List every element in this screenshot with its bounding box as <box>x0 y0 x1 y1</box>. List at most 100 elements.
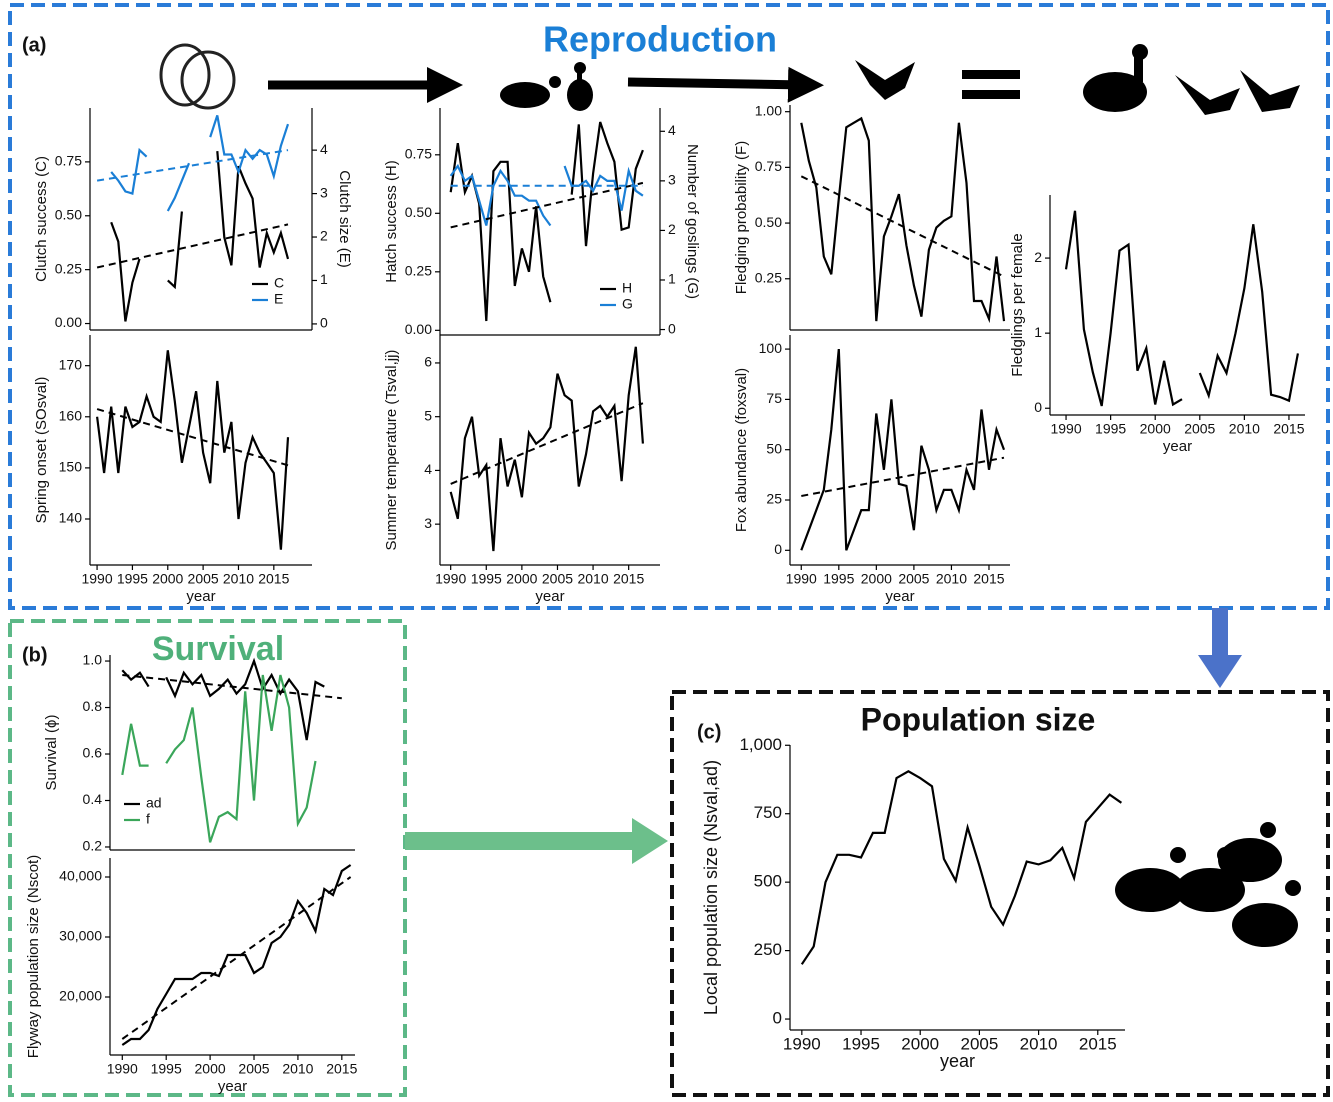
series-line <box>96 350 290 550</box>
heading: Reproduction <box>543 19 777 60</box>
x-tick-label: 2015 <box>1273 421 1304 437</box>
x-tick-label: 1995 <box>823 571 854 587</box>
y-tick-label: 0 <box>774 541 782 557</box>
panel-label: (c) <box>697 721 721 743</box>
x-tick-label: 2000 <box>152 571 183 587</box>
trend-line <box>96 223 289 269</box>
y-tick-label: 1.0 <box>83 652 103 668</box>
y-tick-label: 5 <box>424 407 432 423</box>
x-tick-label: 1990 <box>786 571 817 587</box>
panel-label: (b) <box>22 644 48 666</box>
series-line <box>121 657 325 741</box>
y-axis-label: Clutch success (C) <box>33 156 50 282</box>
y-axis-label: Fledglings per female <box>1009 233 1026 376</box>
trend-line <box>450 181 644 229</box>
y2-axis-label: Number of goslings (G) <box>684 144 701 299</box>
legend-label: C <box>274 275 284 291</box>
x-axis-label: year <box>885 588 914 605</box>
x-tick-label: 2000 <box>195 1061 226 1077</box>
y-tick-label: 25 <box>766 491 782 507</box>
y-tick-label: 750 <box>754 803 782 822</box>
y-tick-label: 250 <box>754 940 782 959</box>
y-tick-label: 0.25 <box>405 263 432 279</box>
trend-line <box>801 456 1005 497</box>
y-tick-label: 0.75 <box>55 153 82 169</box>
y-tick-label: 2 <box>1034 249 1042 265</box>
series-line <box>121 674 317 843</box>
y-tick-label: 0.2 <box>83 838 103 854</box>
y2-tick-label: 4 <box>668 122 676 138</box>
panel-b-frame <box>8 619 407 1097</box>
y2-tick-label: 3 <box>668 172 676 188</box>
x-axis-label: year <box>940 1051 975 1071</box>
series-line <box>449 346 644 552</box>
x-tick-label: 1995 <box>117 571 148 587</box>
trend-line <box>96 408 289 467</box>
y-tick-label: 1,000 <box>739 735 782 754</box>
x-tick-label: 2015 <box>326 1061 357 1077</box>
y2-tick-label: 2 <box>668 221 676 237</box>
y-tick-label: 0.4 <box>83 791 103 807</box>
x-axis-label: year <box>535 588 564 605</box>
panel-label: (a) <box>22 34 46 56</box>
y-axis-label: Summer temperature (Tsval,jj) <box>383 350 400 551</box>
x-axis-label: year <box>1163 438 1192 455</box>
y-tick-label: 150 <box>59 459 83 475</box>
series-line <box>110 151 290 322</box>
x-tick-label: 2015 <box>973 571 1004 587</box>
y2-tick-label: 0 <box>668 320 676 336</box>
panel-a-frame <box>8 3 1330 610</box>
y-tick-label: 170 <box>59 356 83 372</box>
legend-label: H <box>622 280 632 296</box>
y-axis-label: Fox abundance (foxsval) <box>733 368 750 532</box>
x-tick-label: 2005 <box>898 571 929 587</box>
x-tick-label: 2000 <box>1140 421 1171 437</box>
legend-label: f <box>146 811 150 827</box>
trend-line <box>450 402 644 485</box>
x-tick-label: 1990 <box>107 1061 138 1077</box>
x-tick-label: 1990 <box>81 571 112 587</box>
legend-label: G <box>622 296 633 312</box>
x-tick-label: 1995 <box>1095 421 1126 437</box>
y2-axis-label: Clutch size (E) <box>336 170 353 268</box>
x-tick-label: 2010 <box>1020 1034 1058 1053</box>
trend-line <box>96 149 289 182</box>
x-tick-label: 2000 <box>506 571 537 587</box>
y-axis-label: Fledging probability (F) <box>733 141 750 294</box>
y2-tick-label: 3 <box>320 184 328 200</box>
x-tick-label: 2010 <box>1229 421 1260 437</box>
y2-tick-label: 4 <box>320 141 328 157</box>
x-tick-label: 2005 <box>1184 421 1215 437</box>
y-tick-label: 4 <box>424 461 432 477</box>
trend-line <box>122 674 342 700</box>
x-tick-label: 2005 <box>188 571 219 587</box>
y-tick-label: 0.25 <box>55 260 82 276</box>
y-tick-label: 0 <box>773 1009 782 1028</box>
y-tick-label: 0.50 <box>405 204 432 220</box>
series-line <box>121 864 352 1046</box>
x-tick-label: 1995 <box>842 1034 880 1053</box>
y-tick-label: 75 <box>766 390 782 406</box>
x-tick-label: 1990 <box>1050 421 1081 437</box>
x-tick-label: 2010 <box>577 571 608 587</box>
y-tick-label: 0.75 <box>755 158 782 174</box>
x-tick-label: 2010 <box>223 571 254 587</box>
x-tick-label: 2005 <box>960 1034 998 1053</box>
y-tick-label: 160 <box>59 407 83 423</box>
x-tick-label: 2015 <box>1079 1034 1117 1053</box>
y-axis-label: Local population size (Nsval,ad) <box>701 760 721 1015</box>
green-arrow <box>405 818 668 864</box>
y-tick-label: 0.00 <box>55 314 82 330</box>
y-tick-label: 0.75 <box>405 146 432 162</box>
series-line <box>1064 210 1299 407</box>
trend-line <box>121 876 352 1040</box>
trend-line <box>800 175 1005 278</box>
y-tick-label: 0.50 <box>55 206 82 222</box>
y-tick-label: 1.00 <box>755 102 782 118</box>
x-tick-label: 2015 <box>613 571 644 587</box>
y2-tick-label: 0 <box>320 315 328 331</box>
panel-c-frame <box>670 690 1330 1097</box>
y-tick-label: 30,000 <box>59 928 102 944</box>
